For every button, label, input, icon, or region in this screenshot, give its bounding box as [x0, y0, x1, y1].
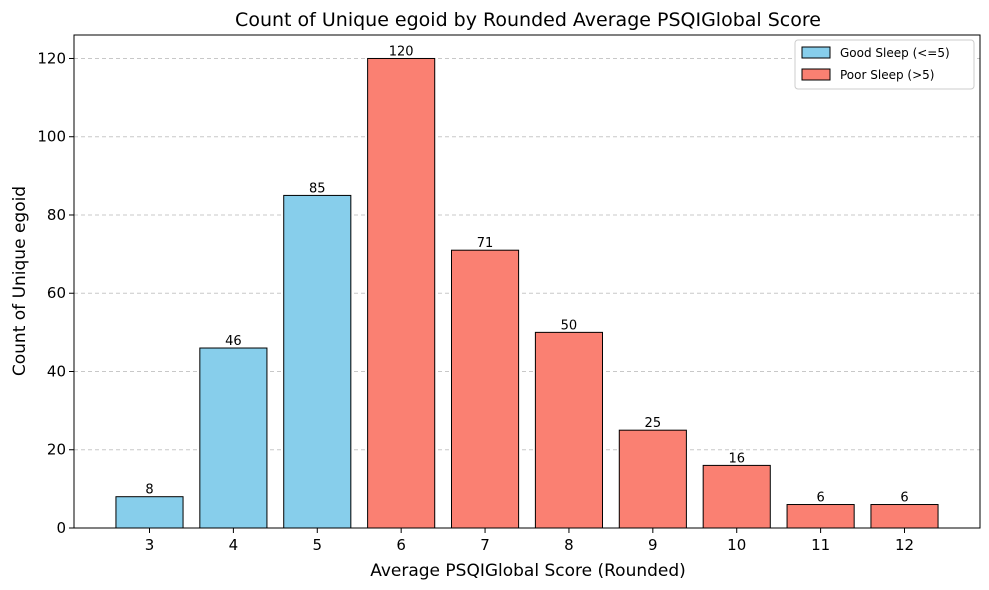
data-label: 8	[145, 483, 153, 498]
x-tick-label: 6	[396, 536, 406, 554]
data-label: 6	[816, 491, 824, 506]
data-label: 85	[309, 181, 326, 196]
bar-9	[618, 429, 687, 529]
data-label: 25	[645, 416, 662, 431]
y-tick-label: 60	[47, 284, 66, 302]
y-tick-label: 120	[37, 49, 66, 67]
x-tick-label: 5	[313, 536, 323, 554]
data-label: 71	[477, 236, 494, 251]
bar-12	[870, 504, 939, 529]
legend-swatch-good	[801, 46, 831, 59]
data-label: 46	[225, 334, 242, 349]
x-tick-label: 8	[564, 536, 574, 554]
y-tick-label: 0	[56, 519, 66, 537]
chart-title: Count of Unique egoid by Rounded Average…	[235, 9, 821, 31]
data-label: 120	[389, 44, 414, 59]
y-axis-label: Count of Unique egoid	[10, 186, 30, 376]
x-tick-label: 11	[811, 536, 830, 554]
x-tick-label: 4	[229, 536, 239, 554]
y-tick-label: 20	[47, 441, 66, 459]
legend-label-poor: Poor Sleep (>5)	[840, 68, 934, 82]
legend-swatch-poor	[801, 68, 831, 81]
legend-label-good: Good Sleep (<=5)	[840, 46, 950, 60]
bar-11	[786, 504, 855, 529]
bar-10	[702, 464, 771, 529]
bar-8	[534, 331, 604, 529]
x-axis-ticks: 3 4 5 6 7 8 9 10 11 12	[145, 528, 914, 554]
bar-5	[283, 194, 352, 529]
y-tick-label: 40	[47, 362, 66, 380]
y-tick-label: 80	[47, 206, 66, 224]
data-label: 6	[900, 491, 908, 506]
x-tick-label: 12	[895, 536, 914, 554]
bars	[115, 57, 939, 529]
bar-7	[451, 249, 520, 529]
x-tick-label: 9	[648, 536, 658, 554]
x-axis-label: Average PSQIGlobal Score (Rounded)	[370, 561, 686, 581]
bar-4	[199, 347, 268, 529]
x-tick-label: 3	[145, 536, 155, 554]
data-labels: 8 46 85 120 71 50 25 16 6 6	[145, 44, 908, 505]
bar-6	[367, 57, 436, 529]
y-axis-ticks: 0 20 40 60 80 100 120	[37, 49, 74, 537]
data-label: 16	[728, 451, 745, 466]
y-tick-label: 100	[37, 128, 66, 146]
bar-3	[115, 496, 184, 529]
data-label: 50	[561, 318, 578, 333]
x-tick-label: 7	[480, 536, 490, 554]
x-tick-label: 10	[727, 536, 746, 554]
legend: Good Sleep (<=5) Poor Sleep (>5)	[794, 39, 975, 90]
plot-frame	[73, 34, 981, 529]
legend-frame	[794, 39, 975, 90]
